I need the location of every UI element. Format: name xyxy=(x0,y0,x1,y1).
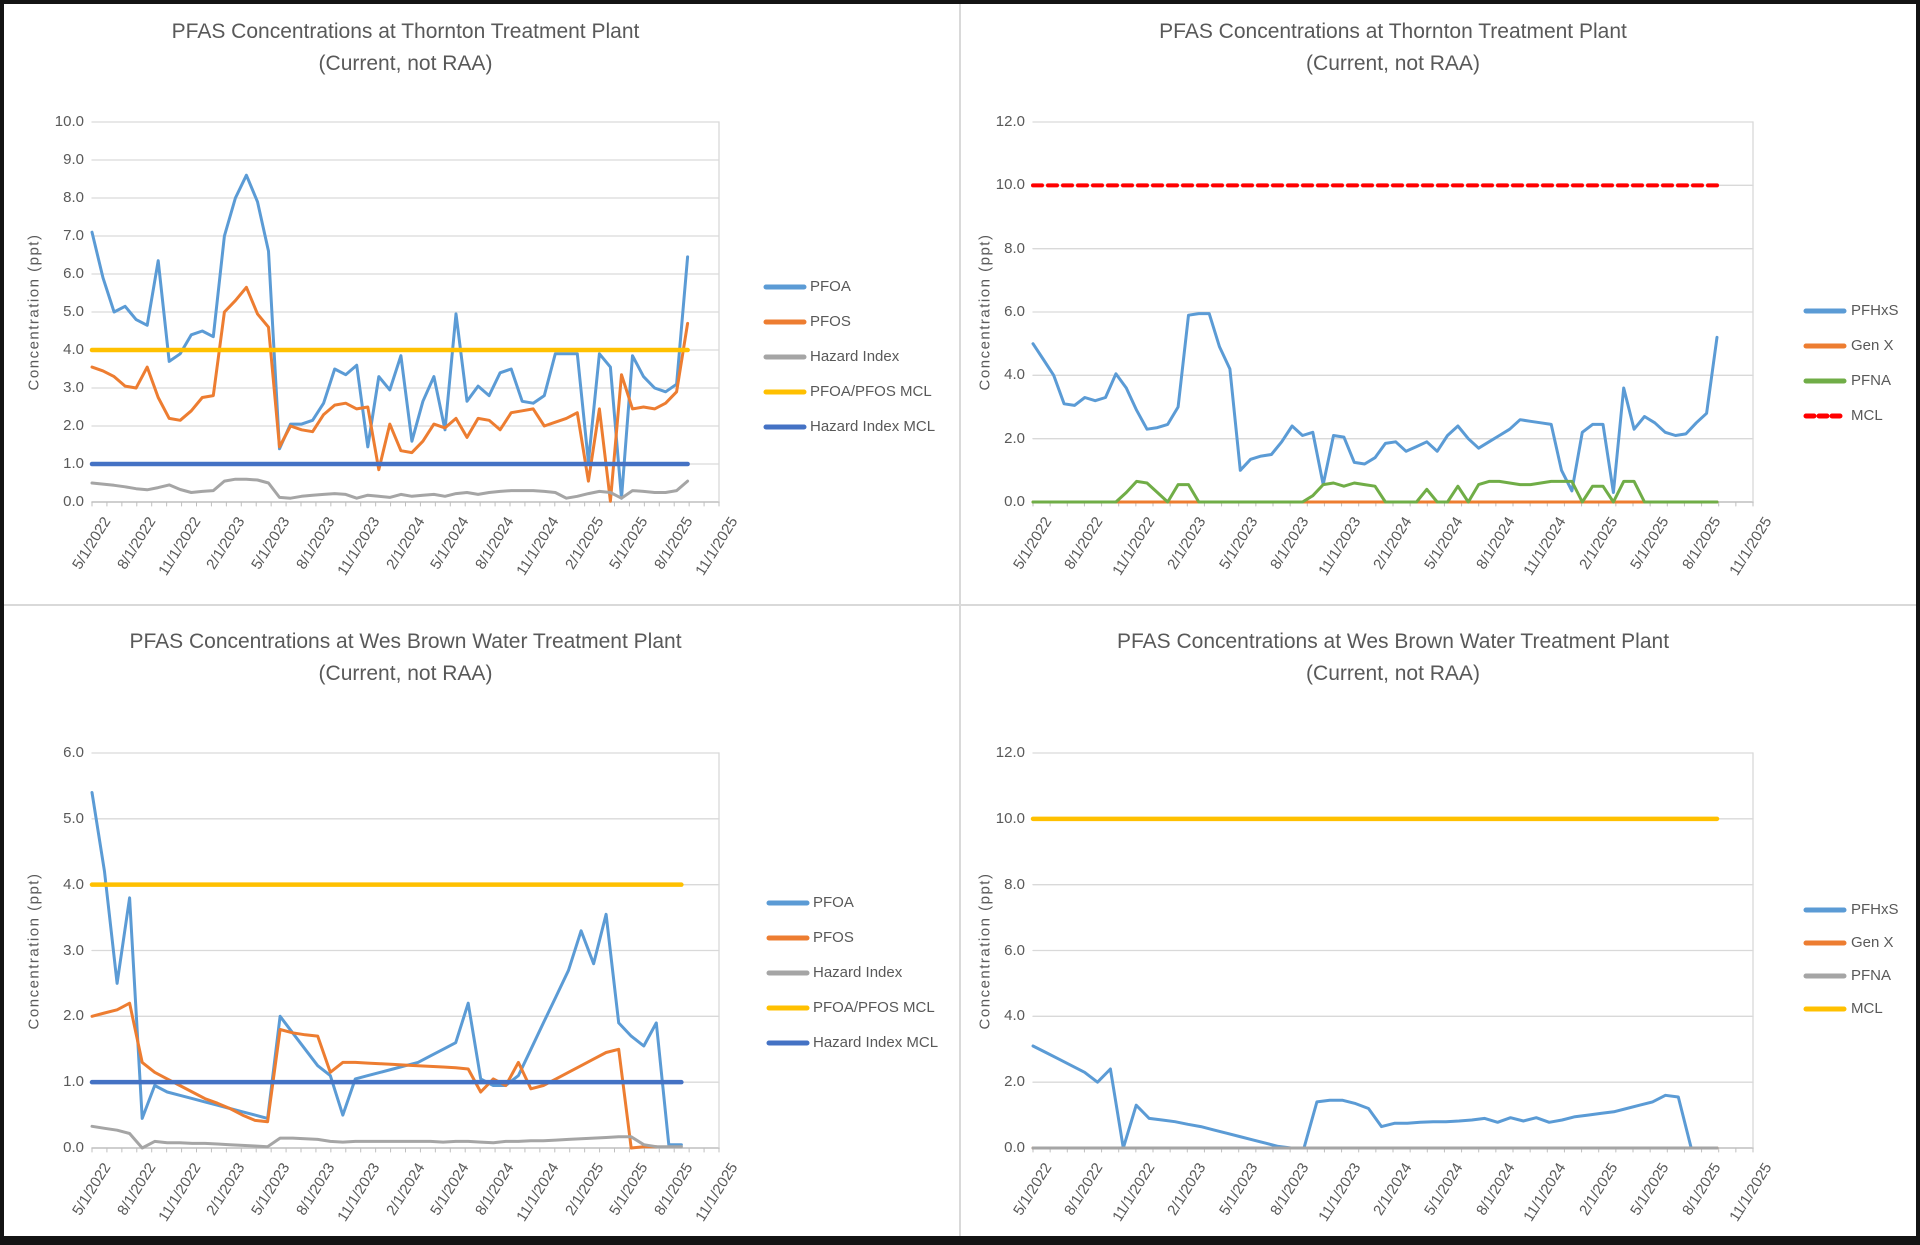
y-tick-label: 8.0 xyxy=(1004,239,1025,257)
legend-label-hazard-index-mcl: Hazard Index MCL xyxy=(810,418,936,435)
series-line-pfos xyxy=(90,285,690,503)
panel-thornton-pfoa-pfos: PFAS Concentrations at Thornton Treatmen… xyxy=(4,4,959,604)
chart-canvas xyxy=(89,752,810,1153)
y-tick-label: 5.0 xyxy=(63,809,84,827)
series-line-pfos xyxy=(90,1001,658,1150)
y-tick-label: 9.0 xyxy=(63,151,84,168)
legend-label-pfoa-pfos-mcl: PFOA/PFOS MCL xyxy=(810,383,932,400)
y-tick-label: 4.0 xyxy=(1004,1007,1025,1025)
series-line-pfhxs xyxy=(1031,312,1719,494)
legend-label-pfhxs: PFHxS xyxy=(1851,901,1899,918)
y-tick-label: 6.0 xyxy=(1004,303,1025,320)
series-line-pfoa xyxy=(90,173,690,500)
y-tick-label: 5.0 xyxy=(63,303,84,320)
legend-label-pfoa: PFOA xyxy=(810,278,851,295)
y-tick-label: 2.0 xyxy=(1004,429,1025,447)
legend-label-pfhxs: PFHxS xyxy=(1851,302,1899,319)
legend-label-mcl: MCL xyxy=(1851,407,1883,424)
legend-label-hazard-index: Hazard Index xyxy=(813,964,903,981)
chart-title-line1: PFAS Concentrations at Wes Brown Water T… xyxy=(129,630,682,653)
chart-canvas xyxy=(89,121,807,507)
y-tick-label: 6.0 xyxy=(1004,941,1025,959)
y-tick-label: 0.0 xyxy=(1004,493,1025,510)
plot-area: 0.0 2.0 4.0 6.0 8.0 10.0 12.0 5/1/2022 8/1/2022 1… xyxy=(961,606,1916,1236)
chart-title-line2: (Current, not RAA) xyxy=(318,661,493,685)
legend-label-pfna: PFNA xyxy=(1851,372,1892,389)
y-tick-label: 8.0 xyxy=(1004,875,1025,893)
y-tick-label: 10.0 xyxy=(995,176,1025,194)
chart-title: PFAS Concentrations at Wes Brown Water T… xyxy=(62,626,749,689)
chart-title: PFAS Concentrations at Wes Brown Water T… xyxy=(1003,626,1783,689)
chart-title-line2: (Current, not RAA) xyxy=(1306,51,1480,75)
legend-label-hazard-index-mcl: Hazard Index MCL xyxy=(813,1034,939,1051)
y-tick-label: 12.0 xyxy=(995,744,1025,761)
y-tick-label: 4.0 xyxy=(63,341,84,358)
legend-label-pfos: PFOS xyxy=(810,313,851,330)
chart-title: PFAS Concentrations at Thornton Treatmen… xyxy=(1003,16,1783,79)
panel-wesbrown-pfhxs-genx-pfna: PFAS Concentrations at Wes Brown Water T… xyxy=(959,604,1916,1236)
y-tick-label: 7.0 xyxy=(63,227,84,244)
legend-label-hazard-index: Hazard Index xyxy=(810,348,900,365)
chart-title: PFAS Concentrations at Thornton Treatmen… xyxy=(62,16,749,79)
chart-title-line2: (Current, not RAA) xyxy=(1306,661,1480,685)
legend-label-pfoa-pfos-mcl: PFOA/PFOS MCL xyxy=(813,999,935,1016)
plot-area: 0.0 1.0 2.0 3.0 4.0 5.0 6.0 7.0 8.0 9.0 10.0 5/1/20… xyxy=(4,4,959,604)
legend-label-pfoa: PFOA xyxy=(813,894,854,911)
y-tick-label: 2.0 xyxy=(63,417,84,434)
y-tick-label: 4.0 xyxy=(63,875,84,893)
series-line-pfhxs xyxy=(1031,1044,1706,1150)
y-tick-label: 10.0 xyxy=(995,809,1025,827)
y-tick-label: 0.0 xyxy=(63,493,84,510)
y-tick-label: 12.0 xyxy=(995,113,1025,130)
legend-label-pfna: PFNA xyxy=(1851,967,1892,984)
chart-title-line1: PFAS Concentrations at Thornton Treatmen… xyxy=(171,20,640,43)
y-tick-label: 2.0 xyxy=(63,1007,84,1025)
series-line-pfna xyxy=(1031,479,1719,504)
chart-canvas xyxy=(1030,752,1847,1153)
panel-wesbrown-pfoa-pfos: PFAS Concentrations at Wes Brown Water T… xyxy=(4,604,959,1236)
y-tick-label: 3.0 xyxy=(63,379,84,396)
y-tick-label: 6.0 xyxy=(63,744,84,761)
legend-label-mcl: MCL xyxy=(1851,1000,1883,1017)
chart-title-line1: PFAS Concentrations at Thornton Treatmen… xyxy=(1159,20,1627,43)
y-tick-label: 0.0 xyxy=(63,1139,84,1156)
legend-label-gen-x: Gen X xyxy=(1851,337,1894,354)
y-tick-label: 8.0 xyxy=(63,189,84,206)
plot-area: 0.0 1.0 2.0 3.0 4.0 5.0 6.0 5/1/2022 8/1/2022 11/… xyxy=(4,606,959,1236)
y-tick-label: 1.0 xyxy=(63,455,84,472)
legend-label-gen-x: Gen X xyxy=(1851,934,1894,951)
chart-title-line1: PFAS Concentrations at Wes Brown Water T… xyxy=(1116,630,1670,653)
y-tick-label: 4.0 xyxy=(1004,366,1025,384)
series-line-hazard-index xyxy=(90,477,690,500)
y-tick-label: 3.0 xyxy=(63,941,84,959)
y-tick-label: 10.0 xyxy=(54,113,84,130)
chart-title-line2: (Current, not RAA) xyxy=(318,51,493,75)
y-tick-label: 6.0 xyxy=(63,265,84,282)
plot-area: 0.0 2.0 4.0 6.0 8.0 10.0 12.0 5/1/2022 8/1/2022 1… xyxy=(961,4,1916,604)
chart-canvas xyxy=(1031,121,1847,507)
series-line-hazard-index xyxy=(90,1124,683,1150)
y-tick-label: 0.0 xyxy=(1004,1139,1025,1156)
y-tick-label: 1.0 xyxy=(63,1073,84,1091)
panel-thornton-pfhxs-genx-pfna: PFAS Concentrations at Thornton Treatmen… xyxy=(959,4,1916,604)
legend-label-pfos: PFOS xyxy=(813,929,854,946)
series-line-pfoa xyxy=(90,791,683,1147)
y-tick-label: 2.0 xyxy=(1004,1073,1025,1091)
